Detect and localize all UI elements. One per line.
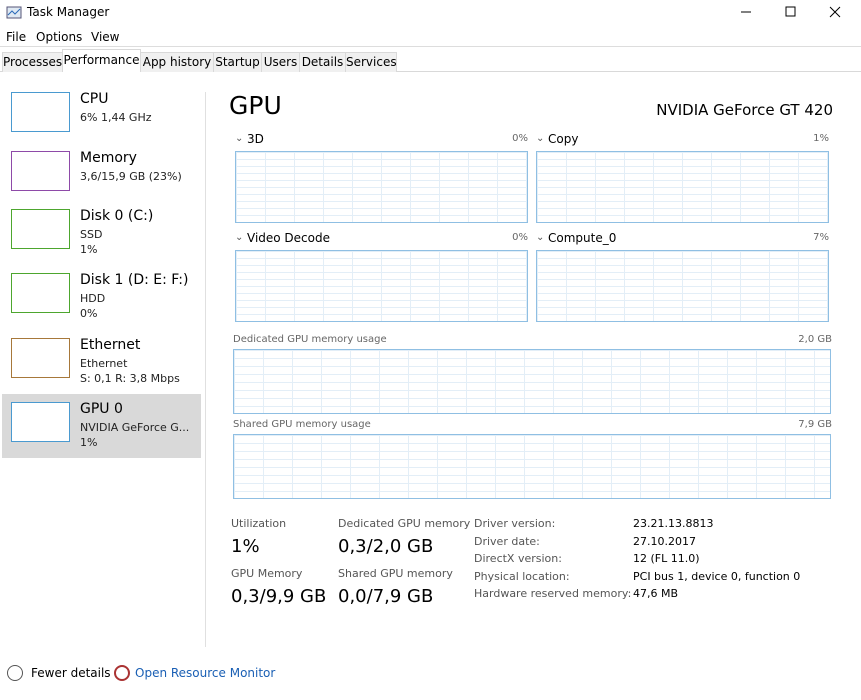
engine-graph-label[interactable]: Video Decode	[247, 231, 330, 245]
engine-graph-label[interactable]: 3D	[247, 132, 264, 146]
sidebar-thumbnail[interactable]	[11, 151, 70, 191]
memory-graph	[233, 349, 831, 414]
sidebar-item-detail: Ethernet	[80, 357, 128, 370]
tab[interactable]: Processes	[2, 52, 63, 72]
memory-graph-value: 2,0 GB	[798, 334, 832, 345]
sidebar-item-detail: 1%	[80, 436, 98, 449]
engine-graph-value: 1%	[813, 133, 829, 144]
detail-value: 47,6 MB	[633, 587, 679, 601]
sidebar-item-detail: SSD	[80, 228, 103, 241]
tab[interactable]: Details	[299, 52, 346, 72]
sidebar-item-name[interactable]: GPU 0	[80, 401, 123, 417]
window-controls[interactable]	[735, 0, 855, 25]
sidebar-item-name[interactable]: CPU	[80, 91, 109, 107]
sidebar-thumbnail[interactable]	[11, 209, 70, 249]
engine-graph	[235, 250, 528, 322]
engine-graph-chevron[interactable]: ⌄	[235, 232, 244, 243]
detail-value: 27.10.2017	[633, 534, 696, 548]
detail-value: PCI bus 1, device 0, function 0	[633, 569, 801, 583]
window-title: Task Manager	[27, 5, 110, 19]
engine-graph-label[interactable]: Compute_0	[548, 231, 617, 245]
stat-value: 0,3/9,9 GB	[231, 586, 327, 607]
stat-value: 0,3/2,0 GB	[338, 536, 434, 557]
sidebar-thumbnail[interactable]	[11, 402, 70, 442]
sidebar-thumbnail[interactable]	[11, 338, 70, 378]
sidebar-item-detail: 1%	[80, 243, 98, 256]
stat-label: Shared GPU memory	[338, 567, 453, 580]
fewer-details-icon[interactable]	[7, 665, 23, 681]
sidebar-item-detail: 3,6/15,9 GB (23%)	[80, 170, 182, 183]
menu-item[interactable]: View	[91, 30, 120, 44]
sidebar-item-detail: HDD	[80, 292, 106, 305]
detail-value: 23.21.13.8813	[633, 517, 714, 530]
tab-selected[interactable]: Performance	[62, 49, 141, 72]
app-icon	[6, 6, 22, 19]
engine-graph	[536, 250, 829, 322]
detail-label: Physical location:	[474, 569, 570, 583]
stat-value: 0,0/7,9 GB	[338, 586, 434, 607]
sidebar-separator	[205, 92, 206, 647]
sidebar-item-name[interactable]: Memory	[80, 150, 137, 166]
sidebar-item-detail: NVIDIA GeForce G...	[80, 421, 190, 434]
sidebar-item-detail: 6% 1,44 GHz	[80, 111, 152, 124]
detail-label: Hardware reserved memory:	[474, 587, 632, 601]
engine-graph-chevron[interactable]: ⌄	[235, 133, 244, 144]
gpu-device-name: NVIDIA GeForce GT 420	[656, 101, 833, 119]
sidebar-item-name[interactable]: Disk 1 (D: E: F:)	[80, 272, 189, 288]
stat-value: 1%	[231, 536, 260, 557]
open-resource-monitor[interactable]: Open Resource Monitor	[135, 666, 276, 680]
engine-graph	[536, 151, 829, 223]
stat-label: Utilization	[231, 517, 287, 530]
resource-monitor-icon[interactable]	[114, 665, 130, 681]
sidebar-item-detail: S: 0,1 R: 3,8 Mbps	[80, 372, 180, 385]
tab[interactable]: App history	[140, 52, 214, 72]
fewer-details[interactable]: Fewer details	[31, 666, 111, 680]
tab[interactable]: Users	[261, 52, 300, 72]
tab[interactable]: Services	[345, 52, 397, 72]
menu-item[interactable]: File	[6, 30, 27, 44]
detail-label: Driver date:	[474, 534, 540, 548]
sidebar-item-name[interactable]: Disk 0 (C:)	[80, 208, 154, 224]
stat-label: GPU Memory	[231, 567, 303, 580]
sidebar-thumbnail[interactable]	[11, 273, 70, 313]
engine-graph-value: 7%	[813, 232, 829, 243]
memory-graph-label: Dedicated GPU memory usage	[233, 334, 387, 345]
tab[interactable]: Startup	[213, 52, 262, 72]
page-title: GPU	[229, 91, 282, 120]
engine-graph-label[interactable]: Copy	[548, 132, 579, 146]
menu-item[interactable]: Options	[36, 30, 83, 44]
sidebar-item-name[interactable]: Ethernet	[80, 337, 141, 353]
sidebar-item-detail: 0%	[80, 307, 98, 320]
memory-graph-value: 7,9 GB	[798, 419, 832, 430]
detail-label: DirectX version:	[474, 552, 562, 566]
memory-graph	[233, 434, 831, 499]
stat-label: Dedicated GPU memory	[338, 517, 471, 530]
engine-graph-value: 0%	[512, 232, 528, 243]
detail-value: 12 (FL 11.0)	[633, 552, 700, 566]
engine-graph-chevron[interactable]: ⌄	[536, 133, 545, 144]
engine-graph-chevron[interactable]: ⌄	[536, 232, 545, 243]
menu-separator	[0, 46, 861, 47]
engine-graph	[235, 151, 528, 223]
tab-baseline	[0, 71, 861, 72]
sidebar-thumbnail[interactable]	[11, 92, 70, 132]
engine-graph-value: 0%	[512, 133, 528, 144]
detail-label: Driver version:	[474, 517, 556, 530]
title-bar	[0, 0, 861, 25]
memory-graph-label: Shared GPU memory usage	[233, 419, 371, 430]
